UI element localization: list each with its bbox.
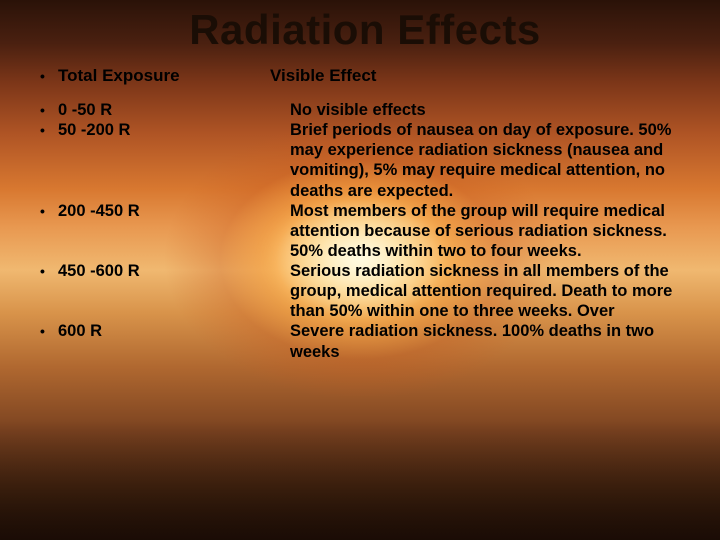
bullet-icon: • bbox=[40, 201, 58, 220]
table-row: • 200 -450 R Most members of the group w… bbox=[40, 201, 690, 261]
effect-cell: Brief periods of nausea on day of exposu… bbox=[290, 120, 690, 201]
bullet-icon: • bbox=[40, 321, 58, 340]
table-row: • 50 -200 R Brief periods of nausea on d… bbox=[40, 120, 690, 201]
range-cell: • 50 -200 R bbox=[40, 120, 290, 201]
table-row: • 450 -600 R Serious radiation sickness … bbox=[40, 261, 690, 321]
range-value: 50 -200 R bbox=[58, 120, 130, 140]
header-exposure-label: Total Exposure bbox=[58, 66, 180, 86]
range-value: 0 -50 R bbox=[58, 100, 112, 120]
range-value: 200 -450 R bbox=[58, 201, 140, 221]
table-row: • 0 -50 R No visible effects bbox=[40, 100, 690, 120]
range-cell: • 600 R bbox=[40, 321, 290, 361]
range-cell: • 200 -450 R bbox=[40, 201, 290, 261]
range-cell: • 0 -50 R bbox=[40, 100, 290, 120]
effect-cell: Serious radiation sickness in all member… bbox=[290, 261, 690, 321]
bullet-icon: • bbox=[40, 100, 58, 119]
slide-content: Radiation Effects • Total Exposure Visib… bbox=[0, 0, 720, 382]
bullet-icon: • bbox=[40, 120, 58, 139]
bullet-icon: • bbox=[40, 261, 58, 280]
slide: Radiation Effects • Total Exposure Visib… bbox=[0, 0, 720, 540]
effect-cell: Severe radiation sickness. 100% deaths i… bbox=[290, 321, 690, 361]
range-value: 450 -600 R bbox=[58, 261, 140, 281]
bullet-icon: • bbox=[40, 66, 58, 85]
effect-cell: No visible effects bbox=[290, 100, 690, 120]
header-effect-label: Visible Effect bbox=[270, 66, 690, 86]
range-cell: • 450 -600 R bbox=[40, 261, 290, 321]
header-left: • Total Exposure bbox=[40, 66, 270, 86]
range-value: 600 R bbox=[58, 321, 102, 341]
slide-title: Radiation Effects bbox=[40, 6, 690, 54]
table-row: • 600 R Severe radiation sickness. 100% … bbox=[40, 321, 690, 361]
effect-cell: Most members of the group will require m… bbox=[290, 201, 690, 261]
header-row: • Total Exposure Visible Effect bbox=[40, 66, 690, 86]
